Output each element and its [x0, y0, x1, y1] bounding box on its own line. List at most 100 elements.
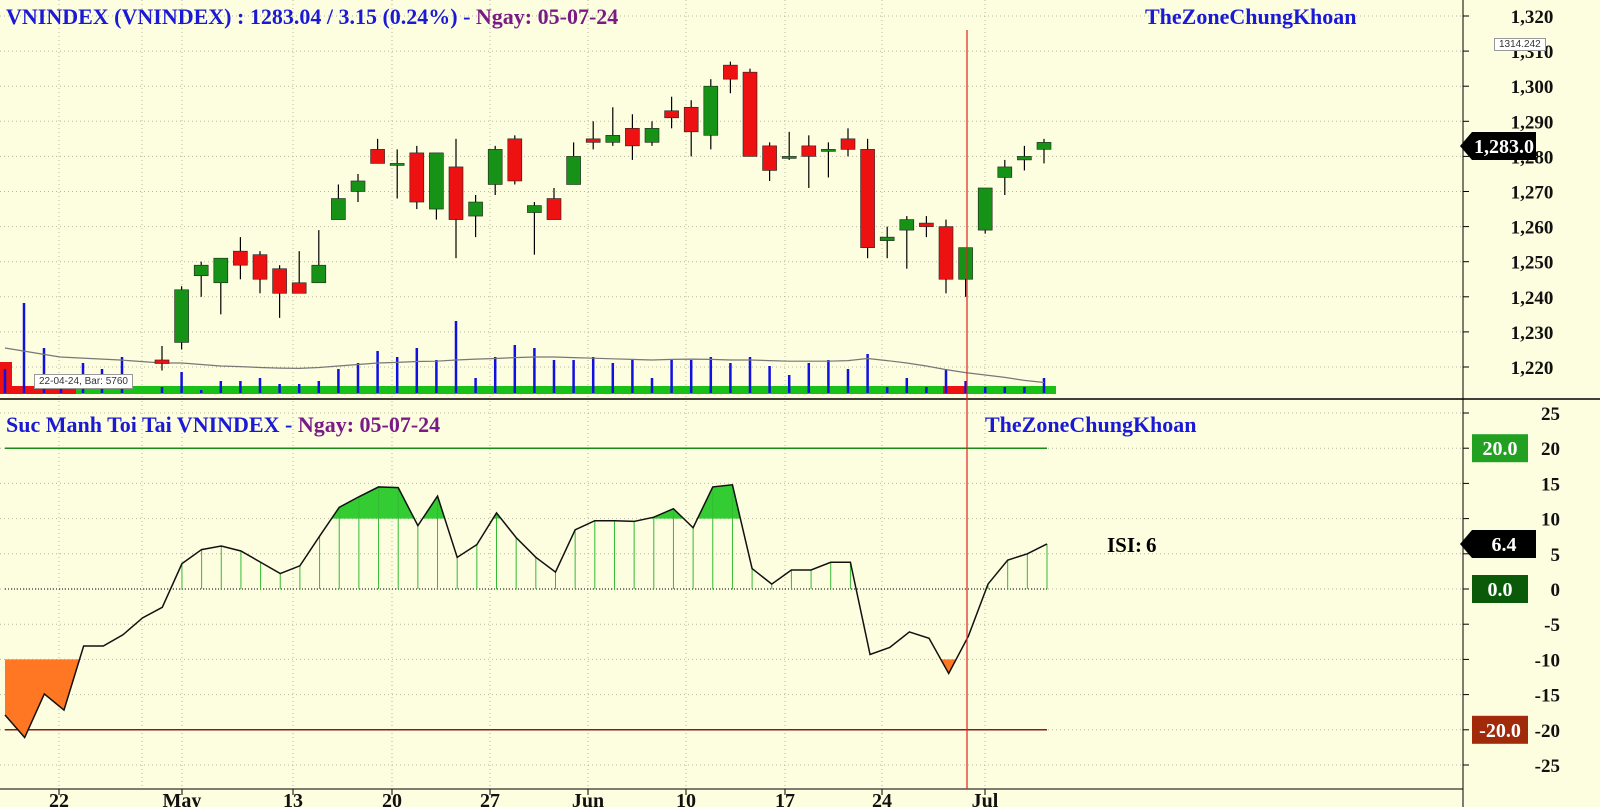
y-tick-label: 1,300	[1511, 77, 1554, 98]
volume-average-line	[4, 347, 1045, 384]
candle-body	[213, 257, 229, 284]
volume-bars	[0, 303, 1056, 394]
strength-fill-negative	[5, 659, 957, 738]
upper-band-tag-bg	[1472, 434, 1528, 463]
y-tick-label: 20	[1541, 439, 1560, 460]
candle-body	[272, 268, 287, 294]
x-tick-label: Jun	[572, 790, 604, 807]
price-marker-label: 1314.242	[1494, 38, 1546, 51]
y-tick-label: 1,260	[1511, 218, 1554, 239]
y-tick-label: 5	[1551, 545, 1561, 566]
candle-body	[683, 106, 699, 133]
candle-body	[409, 152, 425, 203]
candle-body	[1036, 142, 1052, 150]
y-tick-label: 15	[1541, 474, 1560, 495]
candle-body	[840, 138, 856, 150]
candle-body	[860, 149, 875, 248]
bar-tooltip: 22-04-24, Bar: 5760	[34, 374, 133, 389]
x-tick-label: Jul	[972, 790, 999, 807]
zero-tag: 0.0	[1488, 579, 1513, 601]
candle-body	[977, 187, 993, 231]
candle-body	[997, 166, 1013, 178]
candlesticks	[154, 61, 1052, 371]
x-tick-label: 24	[872, 790, 892, 807]
candle-body	[389, 163, 405, 166]
candle-body	[1017, 156, 1032, 161]
candle-body	[507, 138, 523, 182]
indicator-title: Suc Manh Toi Tai VNINDEX - Ngay: 05-07-2…	[6, 412, 441, 437]
x-tick-label: 13	[283, 790, 303, 807]
candle-body	[919, 222, 934, 227]
y-tick-label: 10	[1541, 510, 1560, 531]
x-tick-label: 10	[676, 790, 696, 807]
candle-body	[448, 166, 464, 220]
candle-body	[821, 149, 836, 152]
x-tick-label: 17	[775, 790, 795, 807]
upper-band-tag: 20.0	[1483, 438, 1518, 460]
candle-body	[899, 219, 915, 231]
grid	[0, 0, 1463, 788]
y-tick-label: 1,240	[1511, 288, 1554, 309]
candle-body	[605, 135, 621, 143]
candle-body	[291, 282, 307, 294]
last-price-tag-bg	[1460, 132, 1536, 160]
current-value-tag: 6.4	[1492, 534, 1517, 556]
candle-body	[350, 180, 366, 192]
y-tick-label: 1,290	[1511, 112, 1554, 133]
lower-band-tag: -20.0	[1479, 720, 1521, 742]
candle-body	[527, 205, 542, 213]
y-tick-label: 25	[1541, 404, 1560, 425]
indicator-series	[4, 447, 1048, 739]
y-tick-label: -10	[1535, 650, 1560, 671]
volume-baseline	[0, 386, 1056, 394]
volume-marker	[943, 386, 967, 394]
y-tick-label: -20	[1535, 721, 1560, 742]
x-tick-label: 27	[480, 790, 500, 807]
candle-body	[233, 250, 248, 266]
candle-body	[174, 289, 189, 343]
current-value-tag-bg	[1460, 529, 1536, 558]
y-tick-label: 1,320	[1511, 7, 1554, 28]
x-tick-label: May	[163, 790, 202, 807]
candle-body	[664, 110, 679, 119]
y-tick-label: 1,270	[1511, 183, 1554, 204]
y-tick-label: 1,220	[1511, 358, 1554, 379]
candle-body	[252, 254, 268, 280]
price-chart-title: VNINDEX (VNINDEX) : 1283.04 / 3.15 (0.24…	[6, 4, 619, 29]
candle-body	[879, 236, 895, 241]
isi-readout: ISI: 6	[1107, 533, 1157, 557]
zero-tag-bg	[1472, 575, 1528, 603]
candle-body	[566, 156, 581, 185]
candle-body	[644, 128, 660, 143]
y-tick-label: 1,250	[1511, 253, 1554, 274]
y-tick-label: -25	[1535, 756, 1560, 777]
candle-body	[468, 201, 483, 217]
strength-fill-positive	[331, 484, 741, 519]
candle-body	[370, 149, 385, 164]
candle-body	[193, 264, 209, 277]
last-price-tag: 1,283.0	[1474, 136, 1534, 158]
y-tick-label: 0	[1551, 580, 1561, 601]
candle-body	[958, 247, 973, 280]
candle-body	[703, 85, 719, 136]
candle-body	[625, 128, 640, 147]
strength-line	[4, 483, 1048, 739]
y-tick-label: -15	[1535, 686, 1560, 707]
y-tick-label: 1,230	[1511, 323, 1554, 344]
brand-label: TheZoneChungKhoan	[1145, 4, 1357, 29]
candle-body	[487, 149, 503, 185]
candle-body	[331, 198, 346, 220]
x-tick-label: 20	[382, 790, 402, 807]
candle-body	[781, 156, 797, 159]
candle-body	[546, 198, 562, 220]
candle-body	[154, 359, 170, 364]
candle-body	[762, 145, 777, 171]
indicator-brand-label: TheZoneChungKhoan	[985, 412, 1197, 437]
candle-body	[585, 138, 601, 143]
lower-band-tag-bg	[1472, 715, 1528, 744]
candle-body	[801, 145, 817, 157]
y-tick-label: -5	[1544, 615, 1560, 636]
x-tick-label: 22	[49, 790, 69, 807]
